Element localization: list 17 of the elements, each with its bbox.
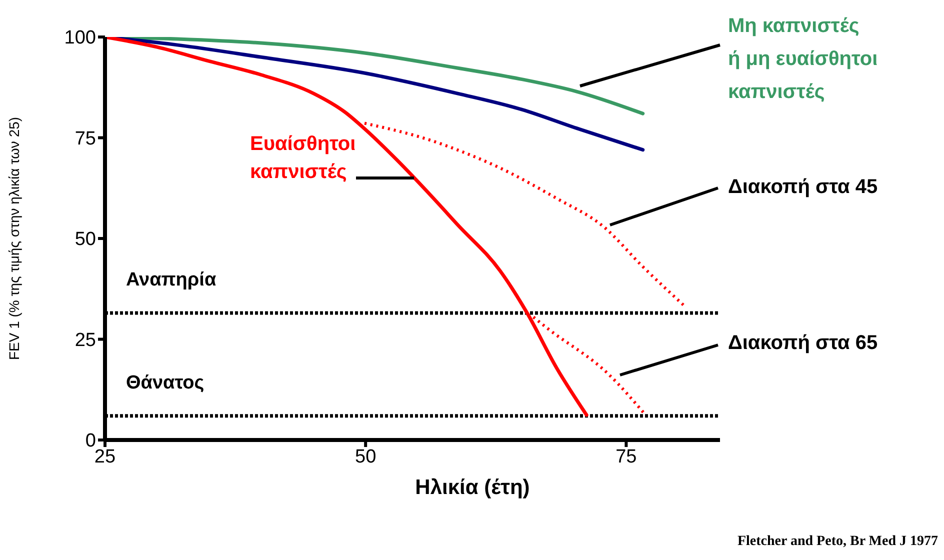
- ref-line-label: Αναπηρία: [126, 270, 216, 291]
- x-axis-title: Ηλικία (έτη): [415, 476, 530, 499]
- y-tick-label: 50: [74, 229, 96, 250]
- y-tick-label: 25: [74, 330, 96, 351]
- x-tick-label: 50: [355, 446, 376, 468]
- ref-line-label: Θάνατος: [126, 372, 204, 394]
- text: Μη καπνιστές ή μη ευαίσθητοι καπνιστές: [728, 15, 878, 103]
- y-axis-title: FEV 1 (% της τιμής στην ηλικία των 25): [6, 116, 22, 360]
- x-tick-label: 25: [94, 446, 116, 468]
- text: Fletcher and Peto, Br Med J 1977: [737, 534, 938, 549]
- y-tick-label: 100: [64, 28, 96, 49]
- y-tick-label: 75: [74, 128, 96, 150]
- x-tick-label: 75: [616, 446, 637, 468]
- text: Διακοπή στα 65: [728, 332, 878, 354]
- series-label: Ευαίσθητοι καπνιστές: [250, 133, 356, 183]
- y-tick-label: 0: [85, 430, 96, 452]
- text: Διακοπή στα 45: [728, 176, 878, 198]
